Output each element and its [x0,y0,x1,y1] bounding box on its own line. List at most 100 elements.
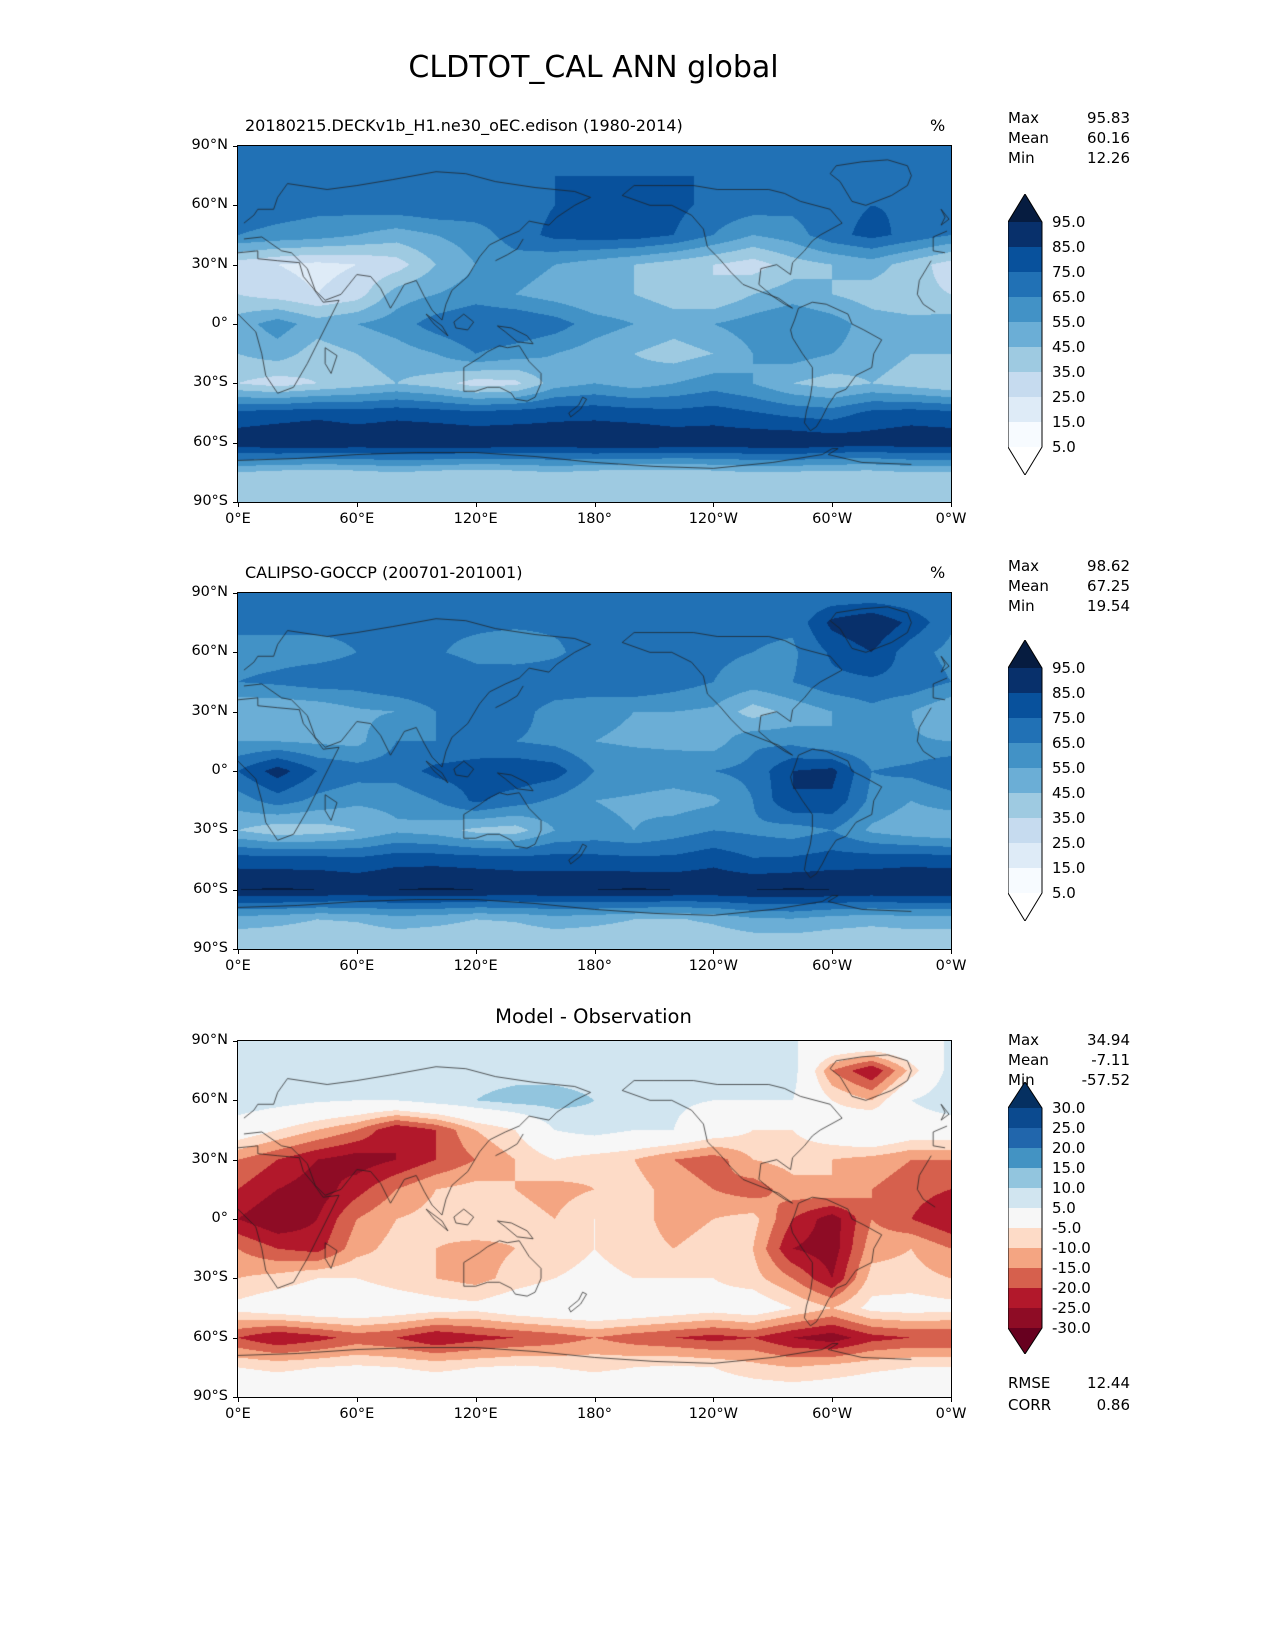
colorbar-cell [1008,422,1042,447]
lat-tick-mark [233,1337,238,1339]
colorbar-tick-label: -5.0 [1052,1219,1081,1237]
colorbar-cell [1008,1148,1042,1168]
lat-tick-mark [233,502,238,503]
colorbar-tick-label: 30.0 [1052,1099,1085,1117]
stat-value: 12.44 [1087,1374,1130,1392]
lat-tick-mark [233,830,238,832]
model-unit-label: % [930,116,946,135]
colorbar-cell [1008,1268,1042,1288]
lat-tick-label: 30°N [191,1150,228,1167]
colorbar-cell [1008,893,1042,921]
colorbar-tick-label: 85.0 [1052,684,1085,702]
lat-tick-label: 90°S [193,1388,228,1404]
lat-tick-label: 30°N [191,702,228,719]
colorbar-tick-label: 25.0 [1052,834,1085,852]
lat-tick-label: 60°N [191,643,228,660]
diff-stats: Max 34.94 Mean -7.11 Min -57.52 [1008,1030,1130,1090]
lon-tick-label: 60°E [339,1406,375,1422]
rmse-row: RMSE 12.44 [1008,1372,1130,1394]
lat-tick-mark [233,1219,238,1220]
corr-row: CORR 0.86 [1008,1394,1130,1416]
lon-tick-label: 0°W [935,1406,967,1422]
colorbar-cell [1008,668,1042,693]
lat-tick-label: 30°S [193,1269,228,1286]
colorbar-tick-label: 55.0 [1052,759,1085,777]
colorbar-cell [1008,843,1042,868]
colorbar-cell [1008,1128,1042,1148]
model-map-canvas [238,146,951,502]
lon-tick-mark [475,502,477,507]
stat-label: Max [1008,109,1040,127]
lon-tick-mark [832,949,834,954]
lat-tick-label: 90°N [191,137,228,153]
lat-tick-label: 90°S [193,493,228,509]
colorbar-tick-label: 20.0 [1052,1139,1085,1157]
lon-tick-label: 0°W [935,958,967,974]
lon-tick-mark [594,949,596,954]
colorbar-cell [1008,1228,1042,1248]
lon-tick-label: 0°E [225,511,251,527]
colorbar-outline [1008,194,1043,475]
lat-tick-mark [233,593,238,594]
figure-title: CLDTOT_CAL ANN global [408,50,779,85]
colorbar-tick-label: 25.0 [1052,1119,1085,1137]
colorbar-tick-label: 25.0 [1052,388,1085,406]
obs-map-frame: 0°E 60°E 120°E 180° 120°W 60°W 0°W 90°N 60°N 30°N… [191,584,966,974]
lat-tick-label: 0° [211,1210,228,1226]
lon-tick-mark [356,949,358,954]
stat-value: 0.86 [1096,1396,1130,1414]
colorbar-cell [1008,1328,1042,1354]
lat-tick-mark [233,711,238,713]
colorbar-tick-label: 5.0 [1052,884,1076,902]
lon-tick-label: 180° [577,958,612,974]
model-subtitle: 20180215.DECKv1b_H1.ne30_oEC.edison (198… [245,116,683,135]
stat-label: RMSE [1008,1374,1051,1392]
lat-tick-label: 90°N [191,584,228,600]
colorbar-cell [1008,447,1042,475]
lat-tick-mark [233,324,238,325]
model-colorbar: 95.0 85.0 75.0 65.0 55.0 45.0 35.0 25.0 15.0 5.0 [1008,194,1085,475]
lat-tick-mark [233,1278,238,1280]
stat-value: 95.83 [1087,109,1130,127]
lon-tick-mark [713,949,715,954]
model-map-frame: 0°E 60°E 120°E 180° 120°W 60°W 0°W 90°N 60°N 30°N… [191,137,966,527]
lon-tick-mark [951,502,952,507]
diff-stat-mean: Mean -7.11 [1008,1050,1130,1070]
lat-tick-label: 30°N [191,255,228,272]
colorbar-tick-label: 65.0 [1052,288,1085,306]
lat-tick-mark [233,205,238,207]
lon-tick-mark [951,949,952,954]
colorbar-tick-label: -20.0 [1052,1279,1091,1297]
stat-value: -7.11 [1091,1051,1130,1069]
colorbar-cell [1008,693,1042,718]
lat-tick-mark [233,889,238,891]
lat-tick-mark [233,949,238,950]
lon-tick-label: 60°W [812,958,853,974]
lon-tick-label: 60°E [339,511,375,527]
colorbar-outline [1008,640,1043,921]
colorbar-cell [1008,297,1042,322]
colorbar-tick-label: -15.0 [1052,1259,1091,1277]
stat-label: Mean [1008,129,1049,147]
lat-tick-mark [233,146,238,147]
lat-tick-mark [233,1159,238,1161]
colorbar-cell [1008,640,1042,668]
lat-tick-mark [233,1100,238,1102]
lon-tick-label: 120°W [688,511,738,527]
stat-label: Mean [1008,1051,1049,1069]
lon-tick-mark [356,1397,358,1402]
colorbar-tick-label: 15.0 [1052,413,1085,431]
obs-stat-max: Max 98.62 [1008,556,1130,576]
lon-tick-mark [475,949,477,954]
lat-tick-mark [233,442,238,444]
colorbar-tick-label: 5.0 [1052,1199,1076,1217]
model-stats: Max 95.83 Mean 60.16 Min 12.26 [1008,108,1130,168]
lon-tick-mark [356,502,358,507]
stat-value: 19.54 [1087,597,1130,615]
colorbar-tick-label: 55.0 [1052,313,1085,331]
diff-map-canvas [238,1041,951,1397]
obs-unit-label: % [930,563,946,582]
colorbar-tick-label: 15.0 [1052,1159,1085,1177]
model-stat-min: Min 12.26 [1008,148,1130,168]
lat-tick-label: 90°S [193,940,228,956]
